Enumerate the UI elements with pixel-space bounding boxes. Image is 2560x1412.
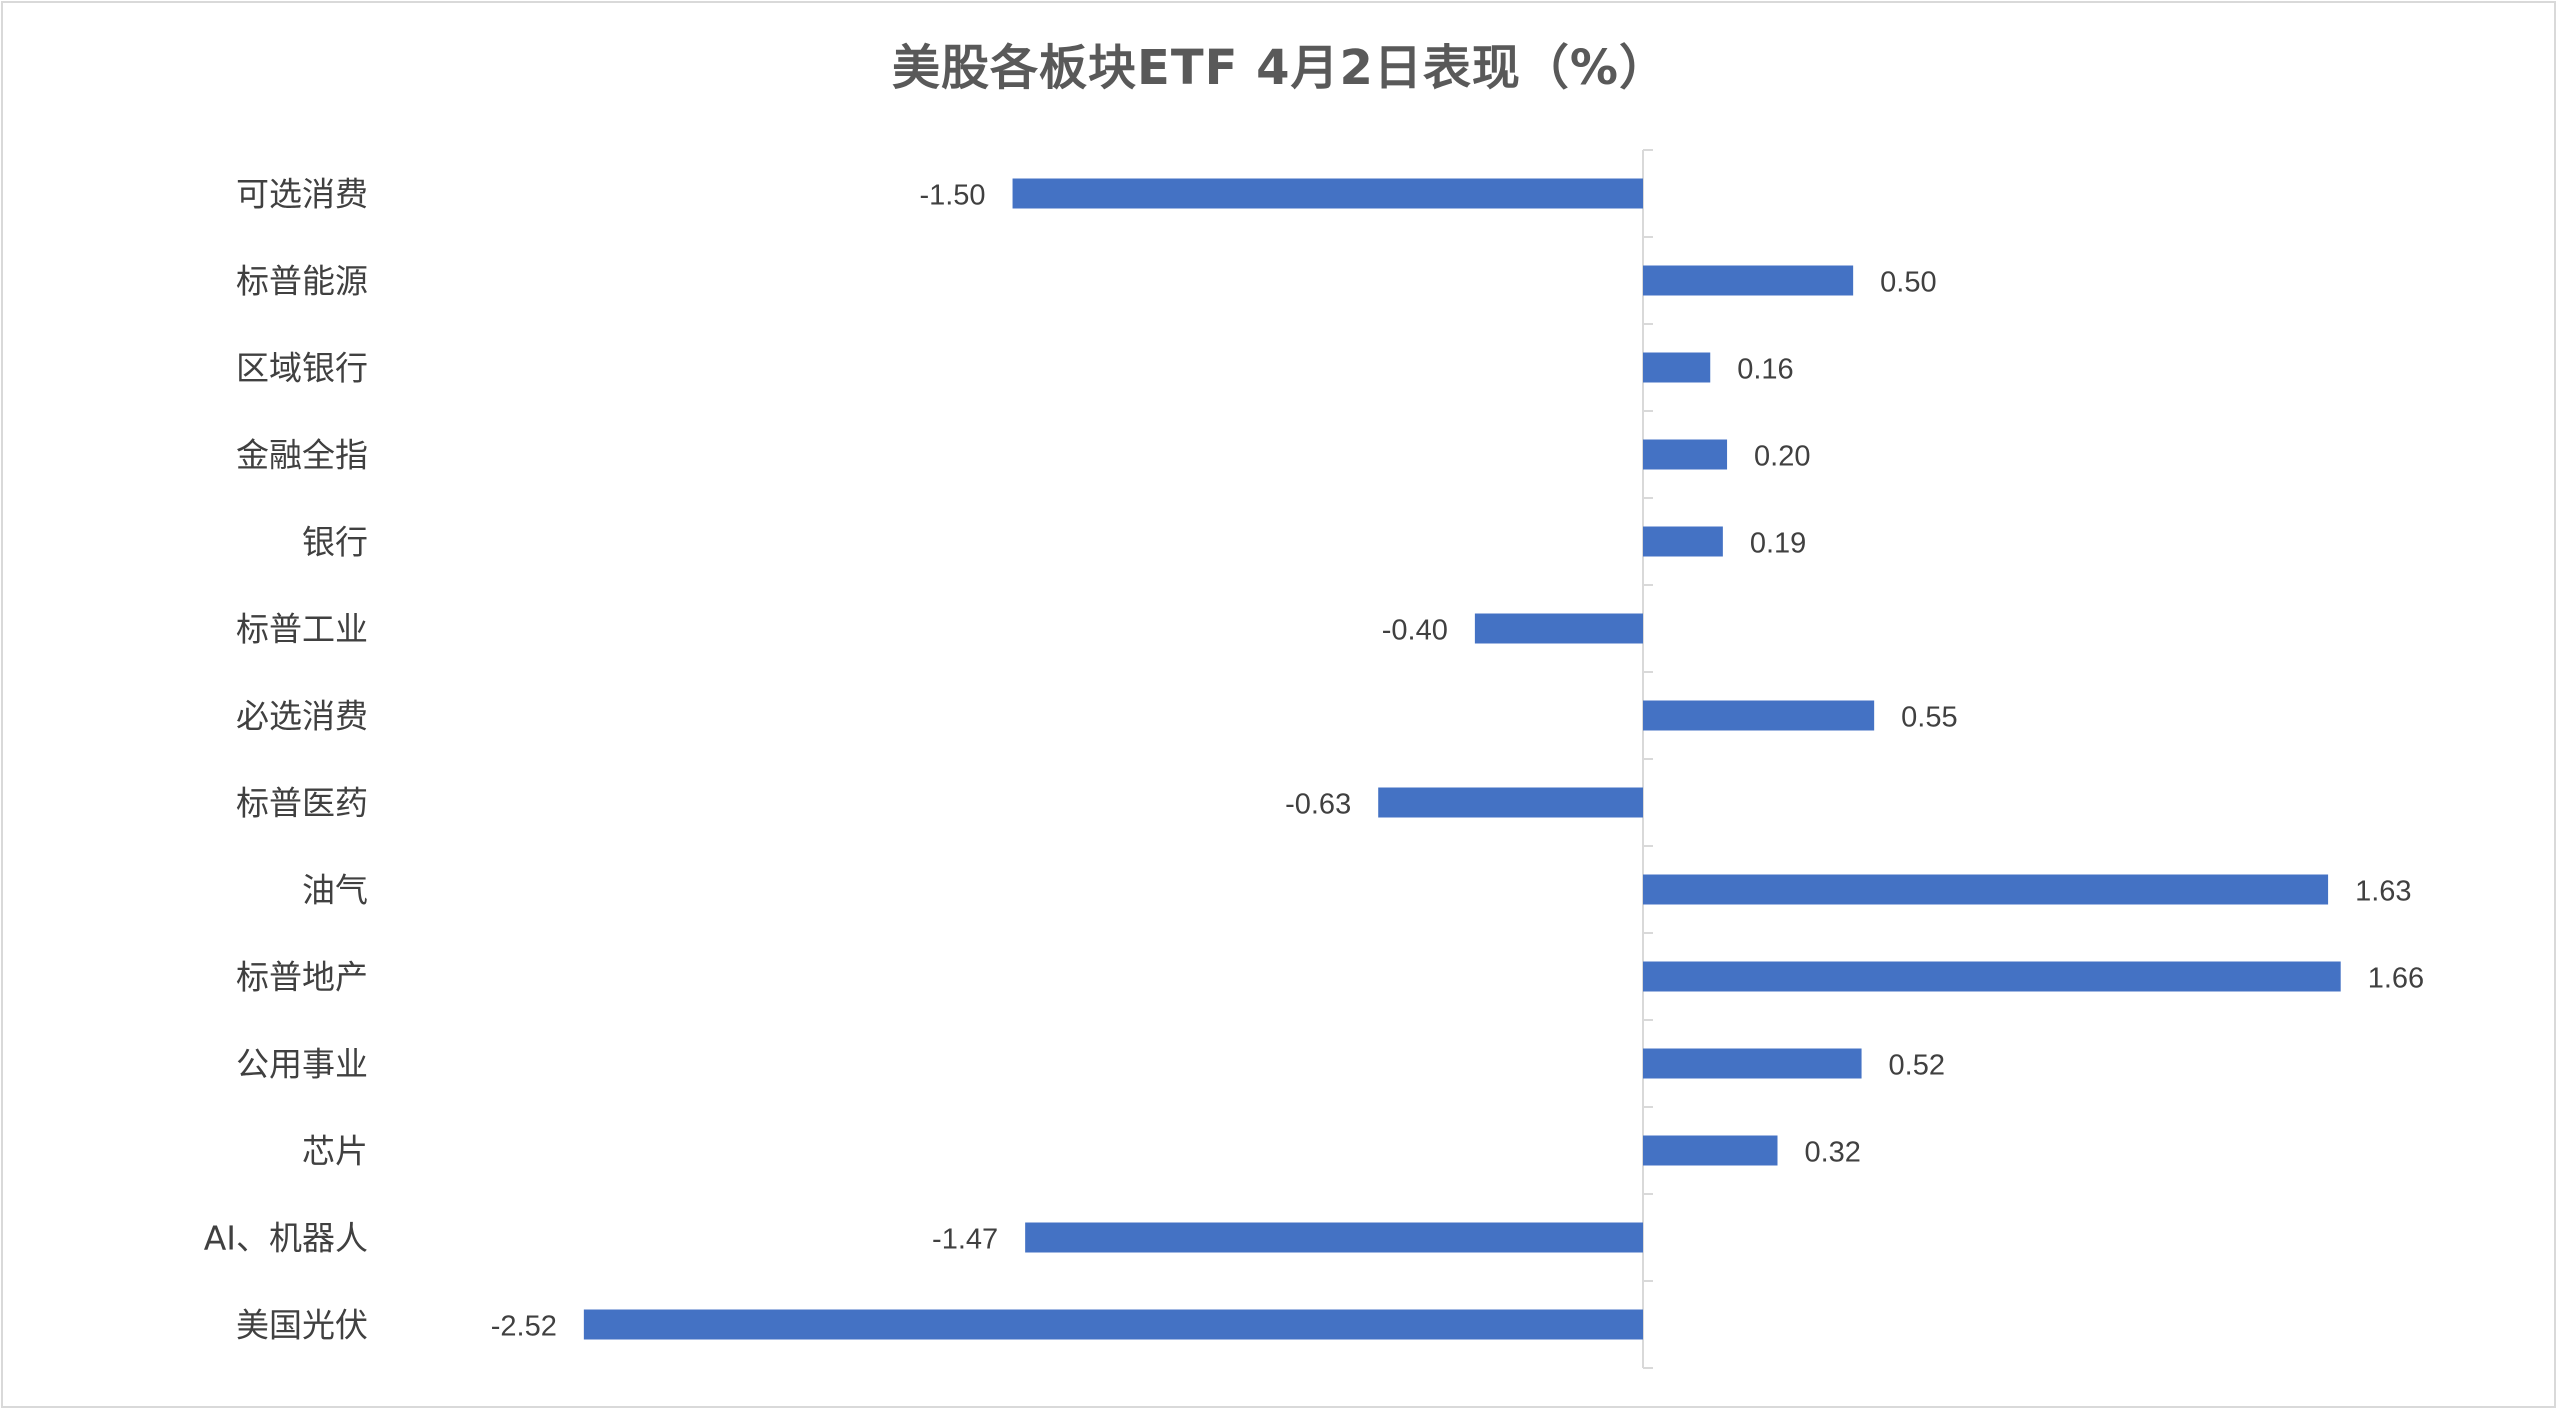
data-label: 1.66: [2368, 963, 2424, 995]
data-label: 0.50: [1880, 267, 1936, 299]
data-label: -1.47: [932, 1224, 998, 1256]
category-label: 标普工业: [236, 610, 368, 649]
category-label: 标普医药: [236, 784, 368, 823]
data-label: -0.63: [1285, 789, 1351, 821]
category-label: 必选消费: [236, 697, 368, 736]
data-label: 1.63: [2355, 876, 2411, 908]
bar: [1474, 613, 1643, 644]
category-label: 区域银行: [236, 349, 368, 388]
category-label: 银行: [302, 523, 368, 562]
bar: [1643, 526, 1723, 557]
data-label: -0.40: [1382, 615, 1448, 647]
category-label: 芯片: [302, 1132, 368, 1171]
bar: [1012, 178, 1643, 209]
bar: [583, 1309, 1643, 1340]
category-label: 金融全指: [236, 436, 368, 475]
bar: [1643, 1135, 1778, 1166]
bar: [1643, 439, 1728, 470]
data-label: 0.55: [1901, 702, 1957, 734]
bar: [1643, 700, 1875, 731]
chart-title: 美股各板块ETF 4月2日表现（%）: [892, 40, 1668, 96]
data-label: -2.52: [491, 1311, 557, 1343]
bar: [1025, 1222, 1643, 1253]
bar: [1378, 787, 1643, 818]
bar: [1643, 874, 2329, 905]
data-label: -1.50: [919, 180, 985, 212]
data-label: 0.32: [1804, 1137, 1860, 1169]
category-label: 美国光伏: [236, 1306, 368, 1345]
bar: [1643, 265, 1854, 296]
category-label: AI、机器人: [204, 1219, 368, 1258]
category-label: 公用事业: [236, 1045, 368, 1084]
data-label: 0.52: [1889, 1050, 1945, 1082]
data-label: 0.19: [1750, 528, 1806, 560]
data-label: 0.20: [1754, 441, 1810, 473]
bar: [1643, 1048, 1862, 1079]
bar: [1643, 352, 1711, 383]
bar: [1643, 961, 2341, 992]
category-label: 标普能源: [236, 262, 368, 301]
category-label: 油气: [302, 871, 368, 910]
category-label: 标普地产: [236, 958, 368, 997]
data-label: 0.16: [1737, 354, 1793, 386]
category-label: 可选消费: [236, 175, 368, 214]
